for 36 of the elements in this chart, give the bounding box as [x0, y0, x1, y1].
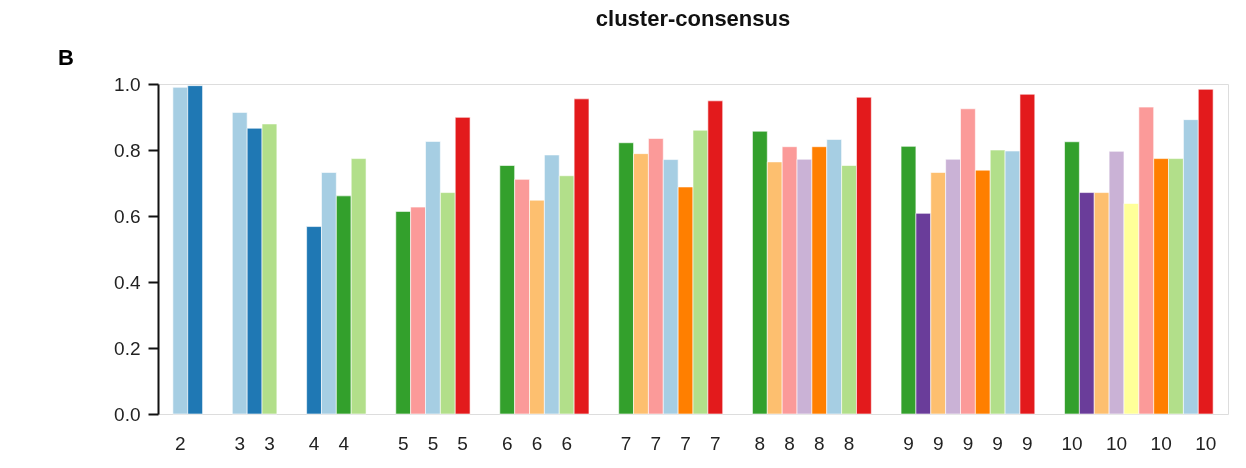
- x-tick-label: 10: [1150, 432, 1172, 454]
- x-tick-label: 8: [814, 432, 825, 454]
- x-tick-label: 5: [457, 432, 468, 454]
- x-tick-label: 6: [561, 432, 572, 454]
- y-tick-label: 1.0: [114, 73, 141, 95]
- y-tick-label: 0.2: [114, 337, 141, 359]
- x-tick-label: 8: [754, 432, 766, 454]
- y-tick-label: 0.4: [114, 271, 141, 293]
- chart-title: cluster-consensus: [595, 6, 791, 31]
- x-tick-label: 5: [427, 432, 439, 454]
- x-tick-label: 3: [264, 432, 275, 454]
- x-tick-label: 7: [650, 432, 662, 454]
- text: B: [58, 45, 74, 70]
- x-tick-label: 3: [234, 432, 246, 454]
- x-tick-label: 7: [680, 432, 691, 454]
- x-tick-label: 7: [620, 432, 632, 454]
- y-tick-label: 0.0: [114, 403, 141, 425]
- x-tick-label: 9: [962, 432, 974, 454]
- x-tick-label: 8: [843, 432, 855, 454]
- x-tick-label: 9: [992, 432, 1003, 454]
- x-tick-label: 9: [932, 432, 944, 454]
- x-tick-label: 8: [784, 432, 795, 454]
- x-tick-label: 6: [501, 432, 513, 454]
- x-tick-label: 10: [1105, 432, 1128, 454]
- x-tick-label: 6: [531, 432, 543, 454]
- x-tick-label: 7: [710, 432, 721, 454]
- y-tick-label: 0.8: [114, 139, 141, 161]
- x-tick-label: 10: [1195, 432, 1217, 454]
- x-tick-label: 2: [175, 432, 186, 454]
- y-tick-label: 0.6: [114, 205, 141, 227]
- x-tick-label: 4: [308, 432, 320, 454]
- x-tick-label: 9: [1022, 432, 1033, 454]
- x-tick-label: 10: [1061, 432, 1083, 454]
- x-tick-label: 5: [397, 432, 409, 454]
- x-tick-label: 4: [338, 432, 350, 454]
- x-tick-label: 9: [903, 432, 914, 454]
